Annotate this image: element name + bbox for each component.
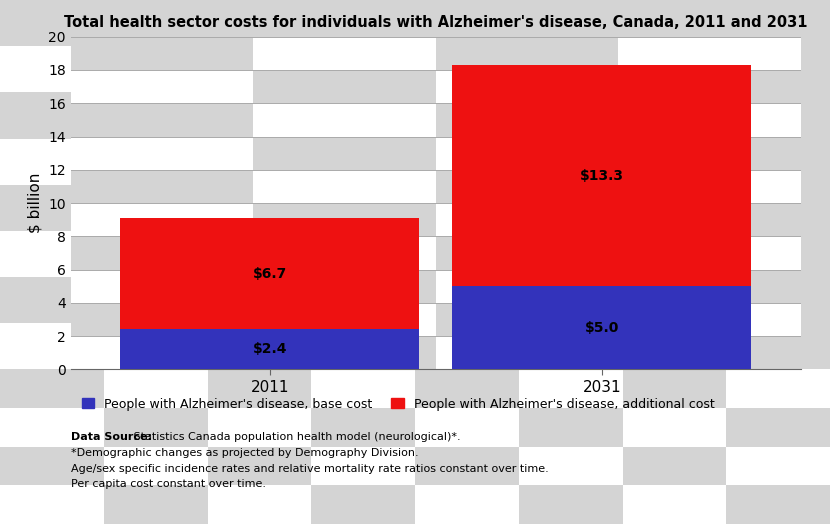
Bar — [0, 185, 71, 231]
Bar — [311, 408, 415, 446]
Bar — [436, 236, 618, 270]
Text: $6.7: $6.7 — [252, 267, 287, 281]
Bar — [120, 330, 419, 369]
Bar — [415, 446, 519, 485]
Bar — [253, 303, 436, 336]
Y-axis label: $ billion: $ billion — [27, 173, 42, 233]
Bar — [71, 170, 253, 203]
Bar — [208, 485, 311, 524]
Bar — [253, 236, 436, 270]
Bar — [622, 485, 726, 524]
Bar — [253, 103, 436, 137]
Bar — [415, 408, 519, 446]
Text: Per capita cost constant over time.: Per capita cost constant over time. — [71, 479, 266, 489]
Bar — [519, 408, 622, 446]
Legend: People with Alzheimer's disease, base cost, People with Alzheimer's disease, add: People with Alzheimer's disease, base co… — [77, 392, 720, 416]
Bar — [0, 408, 104, 446]
Bar — [415, 369, 519, 408]
Bar — [71, 37, 253, 70]
Bar — [452, 65, 751, 286]
Bar — [618, 336, 801, 369]
Bar — [618, 270, 801, 303]
Bar — [726, 446, 830, 485]
Bar — [0, 323, 71, 369]
Text: Age/sex specific incidence rates and relative mortality rate ratios constant ove: Age/sex specific incidence rates and rel… — [71, 464, 549, 474]
Bar — [726, 369, 830, 408]
Bar — [311, 485, 415, 524]
Title: Total health sector costs for individuals with Alzheimer's disease, Canada, 2011: Total health sector costs for individual… — [64, 15, 808, 30]
Bar — [0, 446, 104, 485]
Bar — [71, 236, 253, 270]
Bar — [618, 103, 801, 137]
Bar — [436, 103, 618, 137]
Text: $13.3: $13.3 — [579, 169, 624, 182]
Bar — [436, 336, 618, 369]
Bar — [208, 408, 311, 446]
Bar — [0, 231, 71, 277]
Bar — [436, 270, 618, 303]
Bar — [452, 286, 751, 369]
Bar — [519, 369, 622, 408]
Bar — [71, 336, 253, 369]
Bar — [436, 70, 618, 103]
Text: Data Source:: Data Source: — [71, 432, 152, 442]
Bar — [436, 203, 618, 236]
Bar — [71, 203, 253, 236]
Bar — [0, 92, 71, 138]
Bar — [622, 446, 726, 485]
Bar — [71, 70, 253, 103]
Bar — [71, 137, 253, 170]
Bar — [253, 336, 436, 369]
Bar — [0, 46, 71, 92]
Bar — [618, 37, 801, 70]
Bar — [618, 70, 801, 103]
Bar — [253, 270, 436, 303]
Bar — [622, 408, 726, 446]
Bar — [519, 446, 622, 485]
Bar — [0, 277, 71, 323]
Bar — [311, 369, 415, 408]
Bar — [622, 369, 726, 408]
Bar — [104, 485, 208, 524]
Bar — [311, 446, 415, 485]
Bar — [618, 203, 801, 236]
Text: $5.0: $5.0 — [584, 321, 619, 335]
Bar — [415, 485, 519, 524]
Bar — [726, 485, 830, 524]
Text: $2.4: $2.4 — [252, 343, 287, 356]
Bar — [618, 303, 801, 336]
Bar — [253, 170, 436, 203]
Bar — [0, 369, 104, 408]
Bar — [104, 369, 208, 408]
Bar — [0, 485, 104, 524]
Text: Statistics Canada population health model (neurological)*.: Statistics Canada population health mode… — [130, 432, 461, 442]
Bar — [519, 485, 622, 524]
Bar — [120, 218, 419, 330]
Bar — [618, 236, 801, 270]
Bar — [71, 270, 253, 303]
Bar — [618, 170, 801, 203]
Bar — [0, 0, 71, 46]
Bar — [208, 369, 311, 408]
Bar — [253, 37, 436, 70]
Bar — [71, 303, 253, 336]
Bar — [618, 137, 801, 170]
Bar — [436, 137, 618, 170]
Bar — [436, 37, 618, 70]
Bar — [0, 138, 71, 185]
Bar — [726, 408, 830, 446]
Bar — [104, 446, 208, 485]
Text: *Demographic changes as projected by Demography Division.: *Demographic changes as projected by Dem… — [71, 448, 418, 458]
Bar — [436, 170, 618, 203]
Bar — [71, 103, 253, 137]
Bar — [436, 303, 618, 336]
Bar — [208, 446, 311, 485]
Bar — [253, 203, 436, 236]
Bar — [253, 137, 436, 170]
Bar — [253, 70, 436, 103]
Bar — [104, 408, 208, 446]
